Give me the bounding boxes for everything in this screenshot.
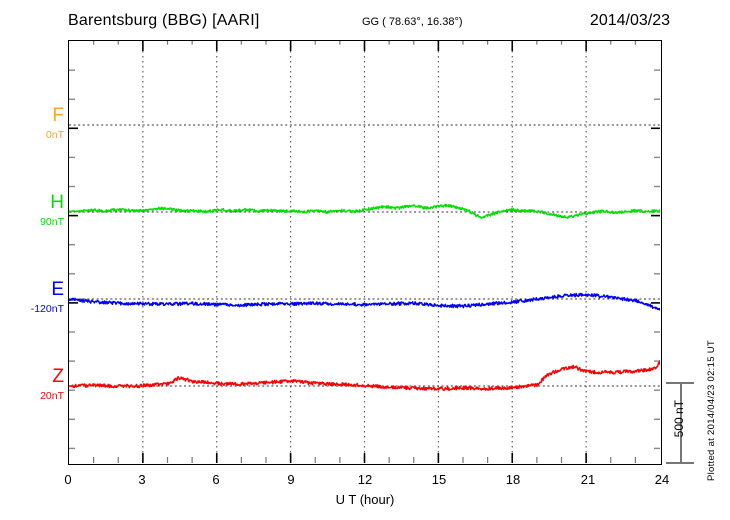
xtick-label-6: 6 [212, 472, 220, 487]
scalebar-bottom-cap [666, 462, 694, 464]
trace-E [69, 292, 661, 311]
xtick-label-24: 24 [654, 472, 670, 487]
chart-canvas [69, 41, 661, 463]
trace-H [69, 203, 661, 219]
plotted-at-timestamp: Plotted at 2014/04/23 02:15 UT [706, 340, 717, 482]
magnetogram-plot-area [68, 40, 662, 465]
scalebar-line [680, 382, 682, 463]
component-label-E: E [51, 279, 64, 300]
component-label-H: H [50, 192, 64, 213]
plot-inner [69, 41, 661, 464]
component-value-E: -120nT [30, 303, 64, 315]
x-axis-title: U T (hour) [335, 492, 395, 507]
xtick-label-18: 18 [505, 472, 521, 487]
component-value-F: 0nT [45, 129, 64, 141]
geographic-coordinates: GG ( 78.63°, 16.38°) [362, 16, 463, 28]
component-label-Z: Z [52, 366, 64, 387]
xtick-label-0: 0 [64, 472, 72, 487]
xtick-label-3: 3 [138, 472, 146, 487]
xtick-label-12: 12 [357, 472, 373, 487]
component-value-Z: 20nT [40, 390, 64, 402]
xtick-label-9: 9 [287, 472, 295, 487]
observation-date: 2014/03/23 [589, 12, 670, 29]
xtick-label-15: 15 [431, 472, 447, 487]
trace-Z [69, 359, 661, 391]
xtick-label-21: 21 [580, 472, 596, 487]
component-label-F: F [52, 105, 64, 126]
page-title: Barentsburg (BBG) [AARI] [68, 12, 260, 29]
scalebar-label: 500 nT [672, 400, 686, 438]
component-value-H: 90nT [40, 216, 64, 228]
